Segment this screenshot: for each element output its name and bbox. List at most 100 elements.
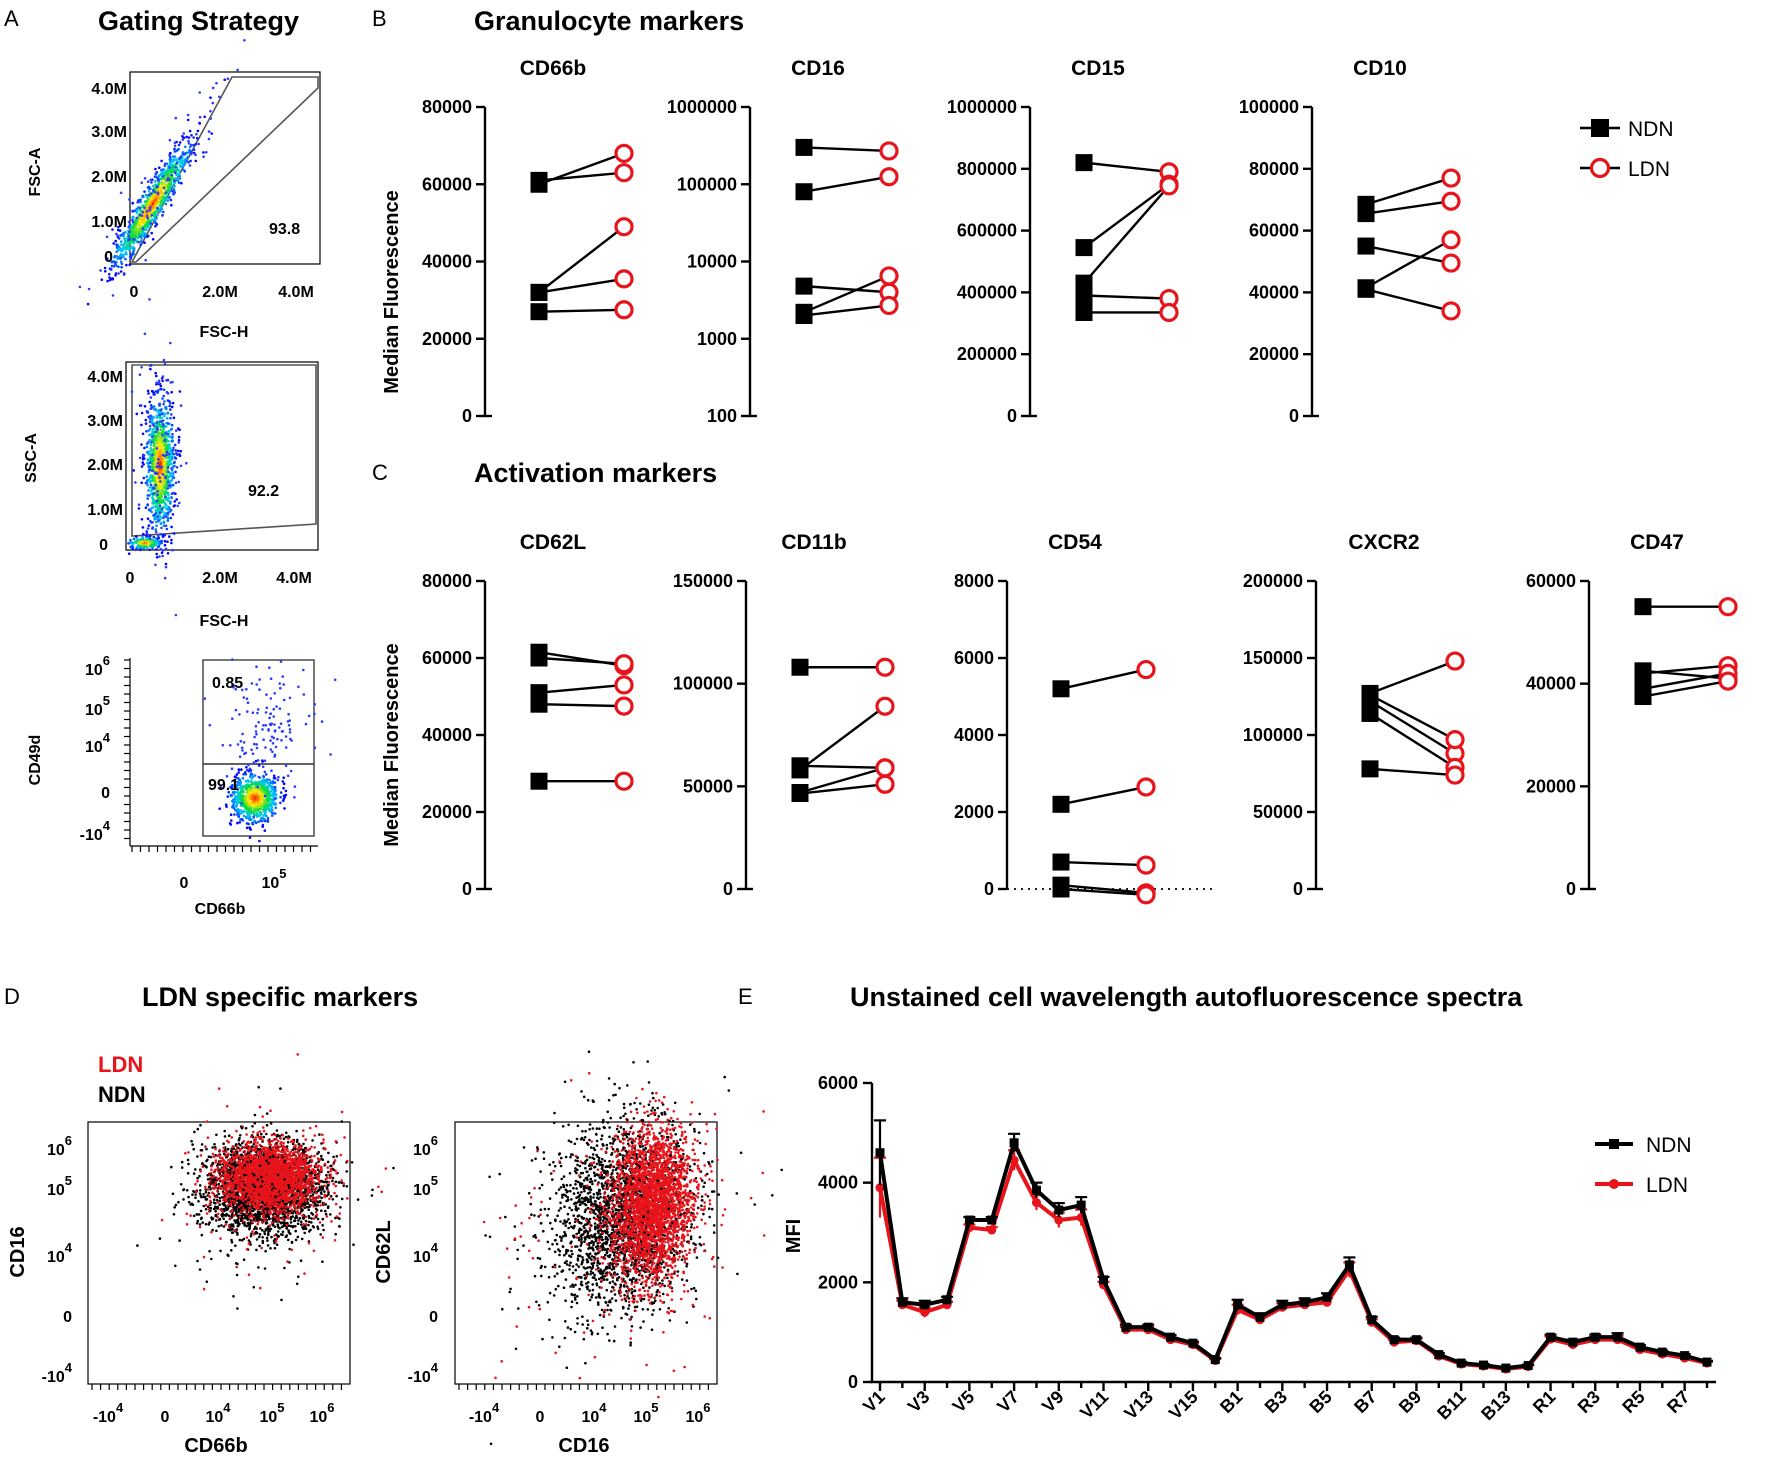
cell-dot bbox=[264, 724, 268, 727]
ndn-point-cd47 bbox=[1634, 598, 1652, 616]
ldn-point-cd47 bbox=[1718, 671, 1738, 691]
cell-dot bbox=[198, 115, 202, 119]
cell-dot bbox=[152, 535, 156, 539]
gating-cd49d-ytick: 105 bbox=[85, 693, 110, 719]
ndn-point-cd16 bbox=[795, 306, 813, 324]
cell-dot bbox=[145, 430, 148, 433]
cell-dot bbox=[160, 182, 164, 186]
cell-dot bbox=[207, 130, 211, 133]
ndn-point-cd66b bbox=[530, 303, 548, 321]
cell-dot bbox=[153, 214, 156, 217]
cell-dot bbox=[141, 204, 144, 207]
pair-line-cd11b bbox=[799, 766, 886, 794]
cell-dot bbox=[316, 1217, 320, 1221]
cell-dot bbox=[334, 1232, 338, 1236]
cell-dot bbox=[151, 238, 155, 241]
ldn-point-cd10 bbox=[1441, 168, 1461, 188]
cell-dot bbox=[246, 710, 249, 713]
ndn-point-cd16 bbox=[795, 277, 813, 295]
cell-dot bbox=[160, 551, 164, 554]
cell-dot bbox=[293, 796, 296, 799]
cell-dot bbox=[157, 534, 160, 537]
cell-dot bbox=[170, 423, 174, 427]
cell-dot bbox=[198, 121, 201, 125]
cell-dot bbox=[137, 227, 141, 231]
cell-dot bbox=[161, 433, 164, 437]
cell-dot bbox=[115, 246, 119, 249]
cell-dot bbox=[318, 1133, 321, 1136]
cell-dot bbox=[148, 187, 151, 191]
cell-dot bbox=[130, 390, 134, 394]
cell-dot bbox=[203, 115, 206, 119]
cell-dot bbox=[180, 1160, 184, 1164]
cell-dot bbox=[191, 1143, 194, 1146]
ylabel-activation: Median Fluorescence bbox=[381, 643, 403, 846]
y-tick-label-cd16: 100000 bbox=[677, 174, 737, 194]
cell-dot bbox=[267, 729, 270, 732]
cell-dot bbox=[262, 1135, 266, 1139]
cell-dot bbox=[238, 713, 241, 716]
cell-dot bbox=[113, 260, 117, 264]
cell-dot bbox=[279, 660, 283, 663]
gating-plot-fsc-frame bbox=[129, 71, 321, 265]
cell-dot bbox=[205, 151, 208, 154]
cell-dot bbox=[152, 405, 156, 408]
cell-dot bbox=[238, 812, 241, 816]
chart-title-cd62l: CD62L bbox=[520, 531, 587, 554]
cell-dot bbox=[297, 1219, 300, 1222]
cell-dot bbox=[175, 149, 178, 153]
y-tick-label-cd62l: 20000 bbox=[422, 802, 472, 822]
cell-dot bbox=[166, 399, 170, 402]
cell-dot bbox=[154, 539, 158, 542]
cell-dot bbox=[140, 443, 143, 446]
cell-dot bbox=[287, 1135, 290, 1138]
cell-dot bbox=[245, 687, 248, 691]
cell-dot bbox=[155, 442, 158, 445]
cell-dot bbox=[161, 554, 164, 558]
cell-dot bbox=[240, 746, 244, 750]
cell-dot bbox=[158, 514, 162, 518]
ndn-point-cd47 bbox=[1634, 664, 1652, 682]
cell-dot bbox=[313, 746, 317, 749]
cell-dot bbox=[248, 788, 252, 792]
cell-dot bbox=[108, 276, 111, 279]
cell-dot bbox=[172, 185, 175, 188]
cell-dot bbox=[156, 426, 159, 430]
cell-dot bbox=[150, 449, 154, 452]
cell-dot bbox=[302, 693, 306, 696]
ldn-point-cxcr2 bbox=[1445, 730, 1465, 750]
cell-dot bbox=[258, 678, 262, 681]
cell-dot bbox=[159, 384, 163, 388]
cell-dot bbox=[165, 447, 168, 451]
cell-dot bbox=[166, 511, 170, 515]
ldn-point-cd66b bbox=[614, 217, 634, 237]
cell-dot bbox=[230, 819, 233, 822]
cell-dot bbox=[132, 241, 135, 245]
cell-dot bbox=[166, 507, 169, 511]
gating-ssc-ytick-3: 2.0M bbox=[87, 457, 123, 474]
gating-plot-ssc-dots bbox=[127, 298, 188, 617]
cell-dot bbox=[148, 298, 151, 301]
cell-dot bbox=[140, 366, 143, 369]
cell-dot bbox=[174, 429, 178, 432]
cell-dot bbox=[246, 768, 249, 772]
cell-dot bbox=[162, 210, 165, 214]
cell-dot bbox=[148, 420, 152, 424]
ldn-point-cd62l bbox=[614, 654, 634, 674]
cell-dot bbox=[148, 208, 152, 212]
cell-dot bbox=[169, 175, 172, 179]
cell-dot bbox=[207, 137, 211, 141]
cell-dot bbox=[307, 714, 311, 718]
ldn-legend-ldn: LDN bbox=[98, 1052, 143, 1077]
cell-dot bbox=[145, 195, 149, 199]
cell-dot bbox=[233, 813, 236, 816]
y-tick-label-cd16: 1000 bbox=[697, 329, 737, 349]
cell-dot bbox=[238, 786, 242, 790]
y-tick-label-cd66b: 20000 bbox=[422, 329, 472, 349]
cell-dot bbox=[154, 542, 157, 546]
pair-line-cd11b bbox=[799, 764, 886, 770]
cell-dot bbox=[251, 803, 254, 806]
cell-dot bbox=[276, 737, 279, 741]
cell-dot bbox=[157, 519, 160, 522]
cell-dot bbox=[148, 477, 151, 481]
